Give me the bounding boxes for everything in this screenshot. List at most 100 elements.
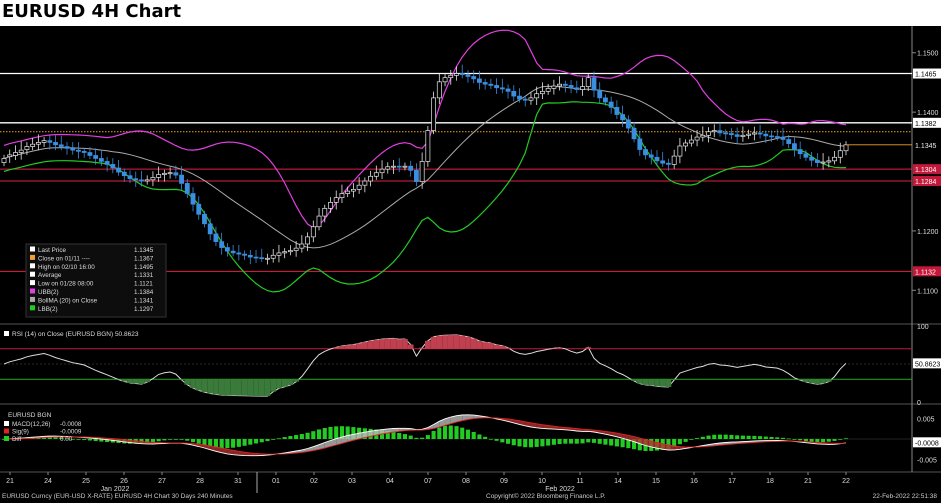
macd-diff-bar [620, 439, 625, 448]
macd-diff-bar [637, 439, 642, 451]
macd-cloud-segment [387, 428, 394, 433]
candle-body [688, 139, 694, 144]
legend-label: BollMA (20) on Close [38, 297, 98, 304]
candle-body [356, 184, 362, 190]
candle-body [293, 247, 299, 251]
candle-body [70, 148, 76, 151]
macd-diff-bar [219, 439, 224, 449]
x-tick-label: 08 [462, 478, 470, 485]
candle-body [167, 172, 173, 175]
macd-diff-bar [832, 439, 837, 441]
rsi-legend-swatch [4, 331, 9, 336]
macd-cloud-segment [462, 414, 468, 421]
macd-diff-bar [477, 434, 482, 439]
footer-copyright: Copyright© 2022 Bloomberg Finance L.P. [486, 493, 606, 500]
candle-body [362, 180, 368, 186]
macd-diff-bar [838, 439, 843, 440]
rsi-value-tag: 50.8623 [915, 361, 940, 368]
candle-body [666, 162, 671, 165]
macd-diff-bar [540, 439, 545, 447]
candle-body [322, 208, 328, 217]
macd-diff-bar [242, 439, 247, 446]
x-tick-label: 07 [424, 478, 432, 485]
macd-signal-line [4, 417, 847, 455]
macd-diff-bar [574, 439, 579, 444]
chart-area[interactable]: 1.1500 1.1400 1.1200 1.1100 1.1465 1.1382 1.13… [0, 26, 941, 493]
candle-body [677, 145, 683, 157]
macd-diff-bar [614, 439, 619, 447]
macd-diff-bar [253, 439, 259, 444]
candle-body [47, 140, 53, 143]
x-tick-label: 26 [120, 478, 128, 485]
macd-diff-bar [87, 439, 92, 441]
macd-diff-bar [494, 439, 499, 441]
candle-body [505, 88, 511, 92]
macd-diff-bar [339, 426, 345, 439]
macd-diff-bar [397, 432, 402, 439]
macd-legend-value: -0.0008 [60, 421, 82, 428]
header-bar: EURUSD 4H Chart [0, 0, 941, 26]
macd-diff-bar [551, 439, 556, 445]
macd-diff-bar [150, 439, 155, 443]
candle-body [780, 136, 786, 140]
x-tick-label: 03 [348, 478, 356, 485]
macd-diff-bar [208, 439, 213, 447]
chart-title: EURUSD 4H Chart [2, 1, 182, 22]
macd-diff-bar [471, 431, 476, 439]
price-tick-label: 1.1100 [917, 288, 938, 295]
candle-body [751, 132, 757, 135]
macd-diff-bar [706, 435, 711, 439]
candle-body [413, 169, 419, 182]
candle-body [213, 233, 219, 242]
macd-diff-bar [379, 430, 385, 439]
macd-tick-label: 0.005 [917, 416, 935, 423]
macd-diff-bar [196, 439, 201, 444]
candle-body [121, 171, 127, 177]
macd-diff-bar [534, 439, 539, 447]
macd-value-tag-background [913, 437, 941, 448]
macd-diff-bar [162, 439, 167, 441]
macd-diff-bar [305, 432, 310, 439]
candle-body [431, 97, 437, 131]
price-tick-label: 1.1200 [917, 229, 939, 236]
macd-diff-bar [431, 430, 436, 439]
macd-diff-bar [334, 426, 339, 439]
macd-diff-bar [448, 425, 453, 439]
candle-body [620, 114, 626, 121]
macd-diff-bar [517, 439, 522, 447]
candle-body [98, 158, 104, 162]
macd-diff-bar [190, 439, 196, 443]
macd-diff-bar [168, 439, 173, 440]
macd-diff-bar [99, 439, 104, 442]
x-tick-label: 31 [234, 478, 242, 485]
candle-body [408, 165, 414, 171]
macd-cloud-segment [359, 432, 365, 439]
candle-body [253, 256, 259, 259]
macd-diff-bar [712, 434, 717, 439]
legend-swatch [30, 254, 35, 260]
price-legend [25, 243, 167, 318]
macd-diff-bar [683, 439, 688, 442]
macd-diff-bar [351, 427, 356, 439]
candle-body [402, 165, 408, 168]
legend-label: LBB(2) [38, 306, 58, 313]
macd-legend-title: EURUSD BGN [8, 412, 52, 419]
macd-diff-bar [271, 439, 276, 440]
candle-body [1, 158, 7, 163]
macd-diff-bar [557, 439, 562, 445]
candle-body [58, 144, 64, 147]
candle-body [671, 155, 677, 165]
macd-diff-bar [345, 426, 350, 439]
macd-diff-bar [843, 438, 849, 440]
macd-cloud-segment [376, 429, 383, 436]
candle-body [345, 190, 351, 194]
macd-diff-bar [299, 434, 304, 439]
macd-diff-bar [672, 439, 677, 447]
candle-body [786, 139, 792, 144]
price-tag-background [913, 164, 941, 175]
macd-diff-bar [632, 439, 637, 450]
macd-diff-bar [70, 438, 75, 440]
macd-legend-value: -0.0009 [60, 429, 82, 436]
legend-value: 1.1121 [134, 281, 153, 288]
candle-body [259, 257, 265, 260]
